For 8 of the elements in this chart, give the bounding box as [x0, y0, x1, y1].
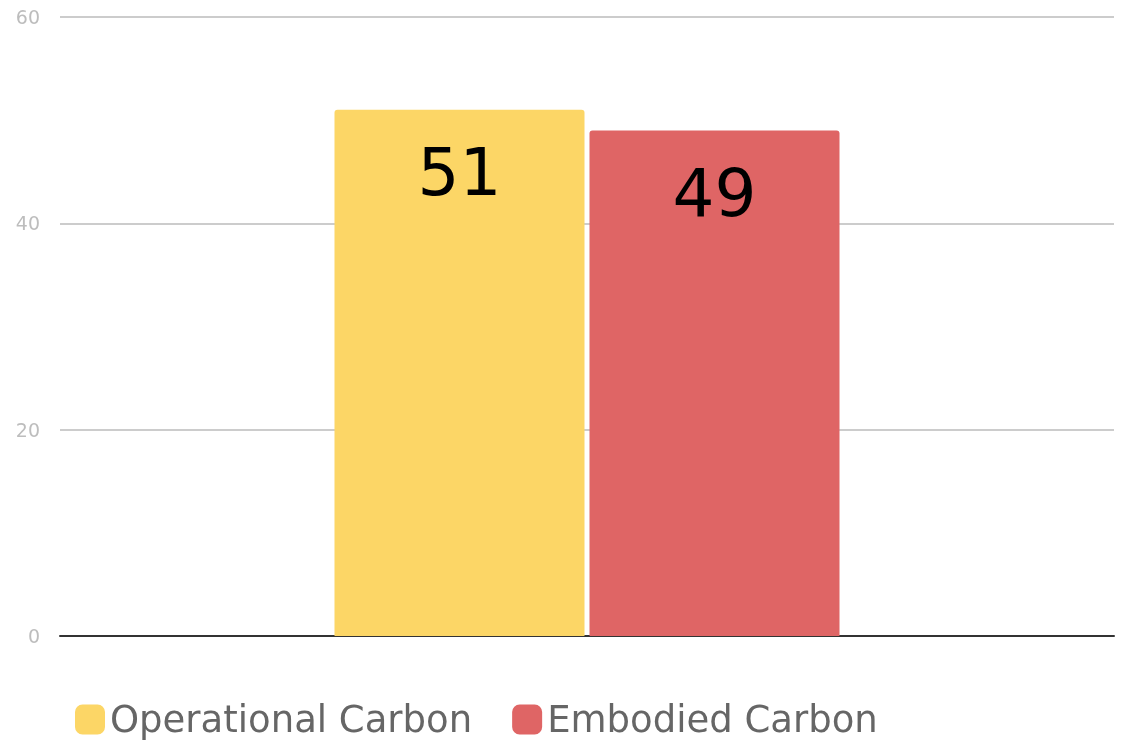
legend-label: Embodied Carbon: [547, 698, 878, 741]
data-label: 51: [417, 134, 502, 212]
y-tick-label: 20: [15, 418, 40, 441]
y-tick-label: 40: [15, 212, 40, 235]
y-tick-label: 0: [27, 625, 40, 647]
data-label: 49: [672, 154, 757, 232]
y-tick-label: 60: [15, 6, 40, 28]
legend-label: Operational Carbon: [110, 698, 473, 741]
